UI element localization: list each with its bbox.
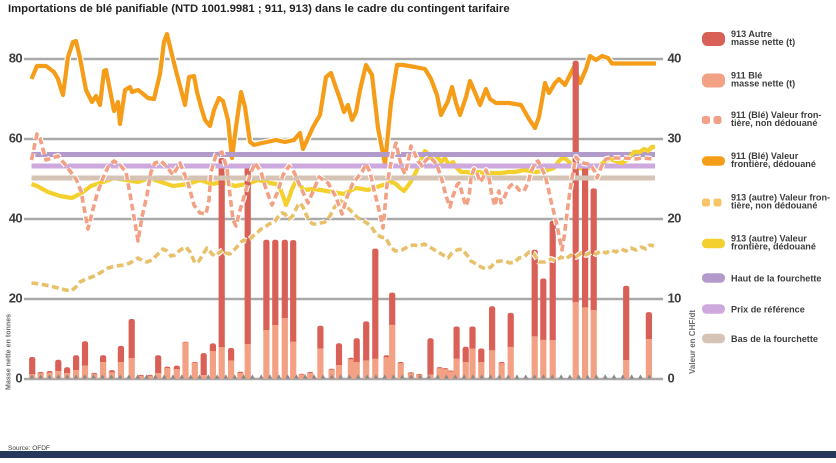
svg-text:10: 10 [668,290,682,305]
svg-text:0: 0 [15,370,22,385]
svg-text:913 (autre) Valeur fron-: 913 (autre) Valeur fron- [731,192,830,202]
svg-text:Prix de référence: Prix de référence [731,305,805,315]
svg-text:masse nette (t): masse nette (t) [731,78,795,88]
svg-text:30: 30 [668,130,682,145]
svg-text:911 Blé: 911 Blé [731,70,762,80]
svg-text:masse nette (t): masse nette (t) [731,37,795,47]
svg-text:40: 40 [668,50,682,65]
svg-text:60: 60 [9,130,23,145]
svg-text:Importations de blé panifiable: Importations de blé panifiable (NTD 1001… [8,3,510,15]
svg-text:Bas de la fourchette: Bas de la fourchette [731,334,818,344]
svg-text:20: 20 [9,290,23,305]
svg-text:Source: OFDF: Source: OFDF [8,445,50,452]
svg-text:tière, non dédouané: tière, non dédouané [731,118,817,128]
svg-text:80: 80 [9,50,23,65]
svg-text:911 (Blé) Valeur: 911 (Blé) Valeur [731,151,799,161]
svg-text:Masse nette en tonnes: Masse nette en tonnes [5,314,13,390]
svg-text:911 (Blé) Valeur fron-: 911 (Blé) Valeur fron- [731,110,821,120]
svg-text:40: 40 [9,210,23,225]
svg-text:Haut de la fourchette: Haut de la fourchette [731,274,821,284]
svg-text:20: 20 [668,210,682,225]
svg-text:Valeur en CHF/dt: Valeur en CHF/dt [688,310,697,374]
svg-text:913 Autre: 913 Autre [731,29,772,39]
svg-text:913 (autre) Valeur: 913 (autre) Valeur [731,233,807,243]
svg-text:frontière, dédouané: frontière, dédouané [731,241,816,251]
svg-text:tière, non dédouané: tière, non dédouané [731,200,817,210]
svg-text:0: 0 [668,370,675,385]
svg-text:frontière, dédouané: frontière, dédouané [731,159,816,169]
